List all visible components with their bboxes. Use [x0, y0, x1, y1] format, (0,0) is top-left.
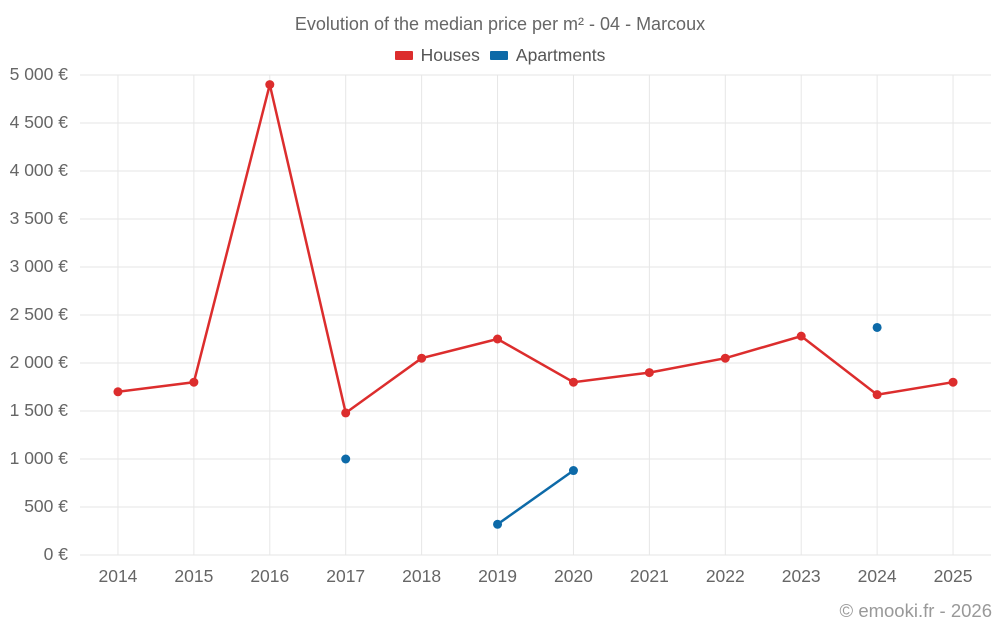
svg-text:1 000 €: 1 000 €	[10, 448, 69, 468]
svg-text:2 000 €: 2 000 €	[10, 352, 69, 372]
svg-text:2020: 2020	[554, 566, 593, 586]
svg-text:4 000 €: 4 000 €	[10, 160, 69, 180]
svg-text:2016: 2016	[250, 566, 289, 586]
svg-text:2023: 2023	[782, 566, 821, 586]
svg-text:500 €: 500 €	[24, 496, 68, 516]
svg-text:2015: 2015	[174, 566, 213, 586]
svg-text:2021: 2021	[630, 566, 669, 586]
svg-text:2022: 2022	[706, 566, 745, 586]
svg-text:2024: 2024	[858, 566, 897, 586]
svg-text:2017: 2017	[326, 566, 365, 586]
svg-text:2018: 2018	[402, 566, 441, 586]
svg-text:2025: 2025	[934, 566, 973, 586]
svg-text:2019: 2019	[478, 566, 517, 586]
svg-text:1 500 €: 1 500 €	[10, 400, 69, 420]
svg-text:2 500 €: 2 500 €	[10, 304, 69, 324]
svg-text:2014: 2014	[98, 566, 137, 586]
svg-text:3 500 €: 3 500 €	[10, 208, 69, 228]
svg-text:5 000 €: 5 000 €	[10, 64, 69, 84]
svg-text:0 €: 0 €	[44, 544, 69, 564]
svg-text:4 500 €: 4 500 €	[10, 112, 69, 132]
svg-text:3 000 €: 3 000 €	[10, 256, 69, 276]
